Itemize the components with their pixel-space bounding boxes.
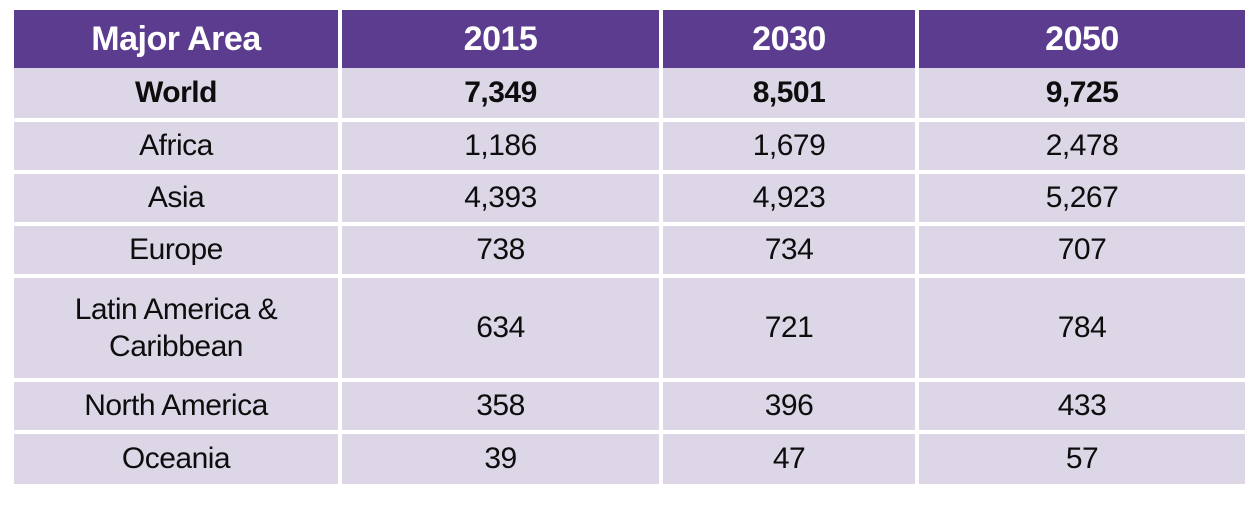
column-header-2015: 2015 xyxy=(338,10,663,68)
value-cell: 8,501 xyxy=(659,68,919,122)
value-cell: 1,186 xyxy=(338,118,663,174)
row-label-cell: Europe xyxy=(14,222,342,278)
table-row: World 7,349 8,501 9,725 xyxy=(14,68,1245,122)
value-cell: 433 xyxy=(915,378,1245,434)
value-cell: 738 xyxy=(338,222,663,278)
row-label-cell: Asia xyxy=(14,170,342,226)
table-header-row: Major Area 2015 2030 2050 xyxy=(14,10,1245,68)
value-cell: 634 xyxy=(338,274,663,382)
value-cell: 707 xyxy=(915,222,1245,278)
value-cell: 57 xyxy=(915,430,1245,484)
value-cell: 734 xyxy=(659,222,919,278)
value-cell: 721 xyxy=(659,274,919,382)
column-header-2030: 2030 xyxy=(659,10,919,68)
table-body: World 7,349 8,501 9,725 Africa 1,186 1,679 2,47… xyxy=(14,68,1245,484)
population-projection-table: Major Area 2015 2030 2050 World 7,349 8,50… xyxy=(14,10,1245,484)
row-label-cell: World xyxy=(14,68,342,122)
column-header-major-area: Major Area xyxy=(14,10,342,68)
value-cell: 4,923 xyxy=(659,170,919,226)
value-cell: 396 xyxy=(659,378,919,434)
value-cell: 39 xyxy=(338,430,663,484)
value-cell: 47 xyxy=(659,430,919,484)
value-cell: 7,349 xyxy=(338,68,663,122)
value-cell: 5,267 xyxy=(915,170,1245,226)
value-cell: 1,679 xyxy=(659,118,919,174)
table-row: Asia 4,393 4,923 5,267 xyxy=(14,170,1245,226)
row-label-cell: North America xyxy=(14,378,342,434)
column-header-2050: 2050 xyxy=(915,10,1245,68)
table-row: Africa 1,186 1,679 2,478 xyxy=(14,118,1245,174)
value-cell: 2,478 xyxy=(915,118,1245,174)
table-row: Oceania 39 47 57 xyxy=(14,430,1245,484)
table-row: Europe 738 734 707 xyxy=(14,222,1245,278)
value-cell: 9,725 xyxy=(915,68,1245,122)
table-row: Latin America & Caribbean 634 721 784 xyxy=(14,274,1245,382)
row-label-cell: Africa xyxy=(14,118,342,174)
row-label-cell: Oceania xyxy=(14,430,342,484)
table-row: North America 358 396 433 xyxy=(14,378,1245,434)
row-label-cell: Latin America & Caribbean xyxy=(14,274,342,382)
value-cell: 4,393 xyxy=(338,170,663,226)
value-cell: 784 xyxy=(915,274,1245,382)
value-cell: 358 xyxy=(338,378,663,434)
